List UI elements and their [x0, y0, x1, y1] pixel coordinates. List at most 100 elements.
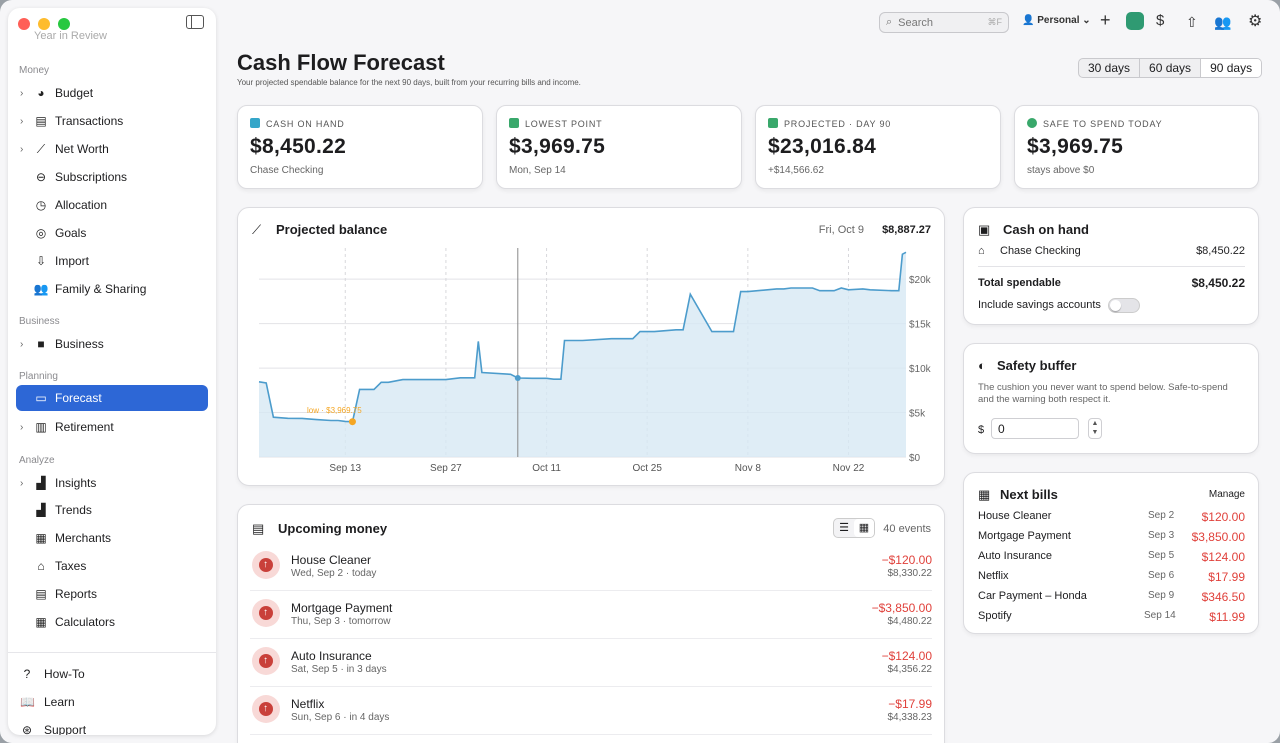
calendar-icon: ▦: [978, 487, 991, 502]
list-icon: ▤: [252, 521, 265, 536]
safety-description: The cushion you never want to spend belo…: [978, 382, 1228, 405]
x-tick-label: Nov 8: [735, 463, 762, 474]
arrow-up-icon: ↑: [252, 647, 280, 675]
list-view-icon[interactable]: ☰: [839, 522, 849, 534]
stat-card-lowest-point: LOWEST POINT $3,969.75 Mon, Sep 14: [496, 105, 742, 189]
sidebar-item-merchants[interactable]: ▦ Merchants: [35, 531, 112, 545]
chevron-right-icon[interactable]: ›: [20, 477, 24, 489]
stat-card-cash-on-hand: CASH ON HAND $8,450.22 Chase Checking: [237, 105, 483, 189]
sidebar-item-taxes[interactable]: ⌂ Taxes: [16, 553, 208, 579]
chevron-right-icon[interactable]: ›: [20, 87, 24, 99]
toolbar: ⌕ Search ⌘F 👤 Personal ⌄ + $ ⇧ 👥 ⚙: [872, 6, 1272, 38]
view-toggle[interactable]: ☰ ▦: [833, 518, 875, 538]
share-icon[interactable]: ⇧: [1186, 14, 1198, 30]
list-item[interactable]: ↑ Netflix Sun, Sep 6 · in 4 days −$17.99…: [250, 687, 932, 735]
range-60-days[interactable]: 60 days: [1140, 59, 1202, 77]
section-analyze: Analyze: [19, 455, 55, 466]
y-tick-label: $5k: [909, 409, 926, 420]
buffer-stepper[interactable]: ▲ ▼: [1088, 418, 1102, 439]
sidebar-item-business[interactable]: › ■ Business: [20, 337, 104, 351]
calendar-view-icon[interactable]: ▦: [854, 519, 874, 537]
balance-area: [259, 252, 906, 457]
minimize-window-button[interactable]: [38, 18, 50, 30]
arrow-up-icon: ↑: [252, 599, 280, 627]
range-segmented-control[interactable]: 30 days 60 days 90 days: [1078, 58, 1263, 78]
range-90-days[interactable]: 90 days: [1201, 59, 1262, 77]
upcoming-money-card: ▤ Upcoming money ☰ ▦ 40 events ↑ House C…: [237, 504, 945, 743]
sidebar-item-year-in-review[interactable]: Year in Review: [34, 30, 107, 42]
bank-icon: ⌂: [978, 245, 985, 257]
low-point-label: low · $3,969.75: [307, 406, 362, 415]
manage-link[interactable]: Manage: [1208, 489, 1245, 500]
sidebar-item-forecast[interactable]: ▭ Forecast: [16, 385, 208, 411]
sidebar-item-goals[interactable]: ◎ Goals: [35, 226, 87, 240]
target-icon: ◎: [35, 226, 47, 240]
divider: [978, 266, 1245, 267]
sidebar-item-support[interactable]: ⊛ Support: [21, 723, 87, 735]
close-window-button[interactable]: [18, 18, 30, 30]
balance-chart[interactable]: $0 $5k $10k $15k $20k Sep 13 Sep 27 Oct 11 Oct 2…: [238, 208, 946, 487]
briefcase-icon: ■: [37, 337, 45, 351]
sidebar-item-subscriptions[interactable]: ⊖ Subscriptions: [35, 170, 128, 184]
chevron-right-icon[interactable]: ›: [20, 421, 24, 433]
zoom-window-button[interactable]: [58, 18, 70, 30]
account-name: Chase Checking: [1000, 245, 1081, 257]
add-icon[interactable]: +: [1100, 10, 1111, 30]
cash-on-hand-card: ▣ Cash on hand ⌂ Chase Checking $8,450.2…: [963, 207, 1259, 325]
gear-icon[interactable]: ⚙: [1248, 13, 1263, 30]
sidebar-item-retirement[interactable]: › ▥ Retirement: [20, 420, 114, 434]
chart-title: Projected balance: [276, 222, 388, 237]
search-shortcut: ⌘F: [987, 17, 1003, 27]
import-icon: ⇩: [35, 254, 47, 268]
people-icon[interactable]: 👥: [1214, 14, 1232, 30]
sidebar-item-reports[interactable]: ▤ Reports: [35, 587, 98, 601]
chevron-right-icon[interactable]: ›: [20, 338, 24, 350]
line-chart-icon: ⟋: [252, 222, 262, 237]
page-subtitle: Your projected spendable balance for the…: [237, 78, 581, 87]
x-tick-label: Sep 27: [430, 463, 462, 474]
dollar-circle-icon[interactable]: $: [1156, 12, 1165, 29]
event-count: 40 events: [883, 523, 931, 535]
list-item[interactable]: ↑ Mortgage Payment Thu, Sep 3 · tomorrow…: [250, 591, 932, 639]
stat-card-projected: PROJECTED · DAY 90 $23,016.84 +$14,566.6…: [755, 105, 1001, 189]
sidebar-item-transactions[interactable]: › ▤ Transactions: [20, 114, 124, 128]
person-icon: 👤: [1022, 15, 1035, 26]
sidebar-item-insights[interactable]: › ▟ Insights: [20, 476, 97, 490]
range-30-days[interactable]: 30 days: [1079, 59, 1141, 77]
sidebar-item-family-sharing[interactable]: 👥 Family & Sharing: [33, 282, 147, 296]
sidebar-item-import[interactable]: ⇩ Import: [35, 254, 90, 268]
sidebar-toggle-icon[interactable]: [186, 15, 204, 29]
chevron-right-icon[interactable]: ›: [20, 115, 24, 127]
profile-switcher[interactable]: 👤 Personal ⌄: [1022, 15, 1091, 26]
x-tick-label: Oct 11: [532, 463, 561, 474]
sidebar-footer: ? How-To 📖 Learn ⊛ Support: [8, 652, 216, 735]
bills-title: Next bills: [1000, 487, 1058, 502]
safety-buffer-card: ◐ Safety buffer The cushion you never wa…: [963, 343, 1259, 454]
sidebar-item-howto[interactable]: ? How-To: [20, 667, 85, 681]
list-item[interactable]: ↑ Auto Insurance Sat, Sep 5 · in 3 days …: [250, 639, 932, 687]
search-icon: ⌕: [886, 16, 893, 28]
safety-buffer-input[interactable]: 0: [991, 418, 1079, 439]
sidebar-item-calculators[interactable]: ▦ Calculators: [35, 615, 116, 629]
assistant-robot-icon[interactable]: [1126, 12, 1144, 30]
sidebar-item-trends[interactable]: ▟ Trends: [16, 497, 208, 523]
shield-icon: ◐: [978, 358, 986, 373]
store-icon: ▦: [35, 531, 47, 545]
search-input[interactable]: ⌕ Search ⌘F: [879, 12, 1009, 33]
document-icon: ▤: [35, 587, 47, 601]
wallet-icon: ▣: [978, 222, 991, 237]
sidebar: Year in Review Money › ◕ Budget › ▤ Transact…: [8, 8, 216, 735]
chevron-right-icon[interactable]: ›: [20, 143, 24, 155]
section-money: Money: [19, 65, 50, 76]
sidebar-item-learn[interactable]: 📖 Learn: [20, 695, 75, 709]
list-item[interactable]: ↑ House Cleaner Wed, Sep 2 · today −$120…: [250, 543, 932, 591]
x-tick-label: Sep 13: [329, 463, 361, 474]
sidebar-item-budget[interactable]: › ◕ Budget: [20, 86, 94, 100]
calculator-icon: ▦: [35, 615, 47, 629]
x-tick-label: Oct 25: [632, 463, 662, 474]
stat-card-safe-to-spend: SAFE TO SPEND TODAY $3,969.75 stays abov…: [1014, 105, 1259, 189]
sidebar-item-net-worth[interactable]: › ⟋ Net Worth: [20, 141, 109, 157]
sidebar-item-allocation[interactable]: ◷ Allocation: [35, 198, 108, 212]
include-savings-toggle[interactable]: [1108, 298, 1140, 313]
